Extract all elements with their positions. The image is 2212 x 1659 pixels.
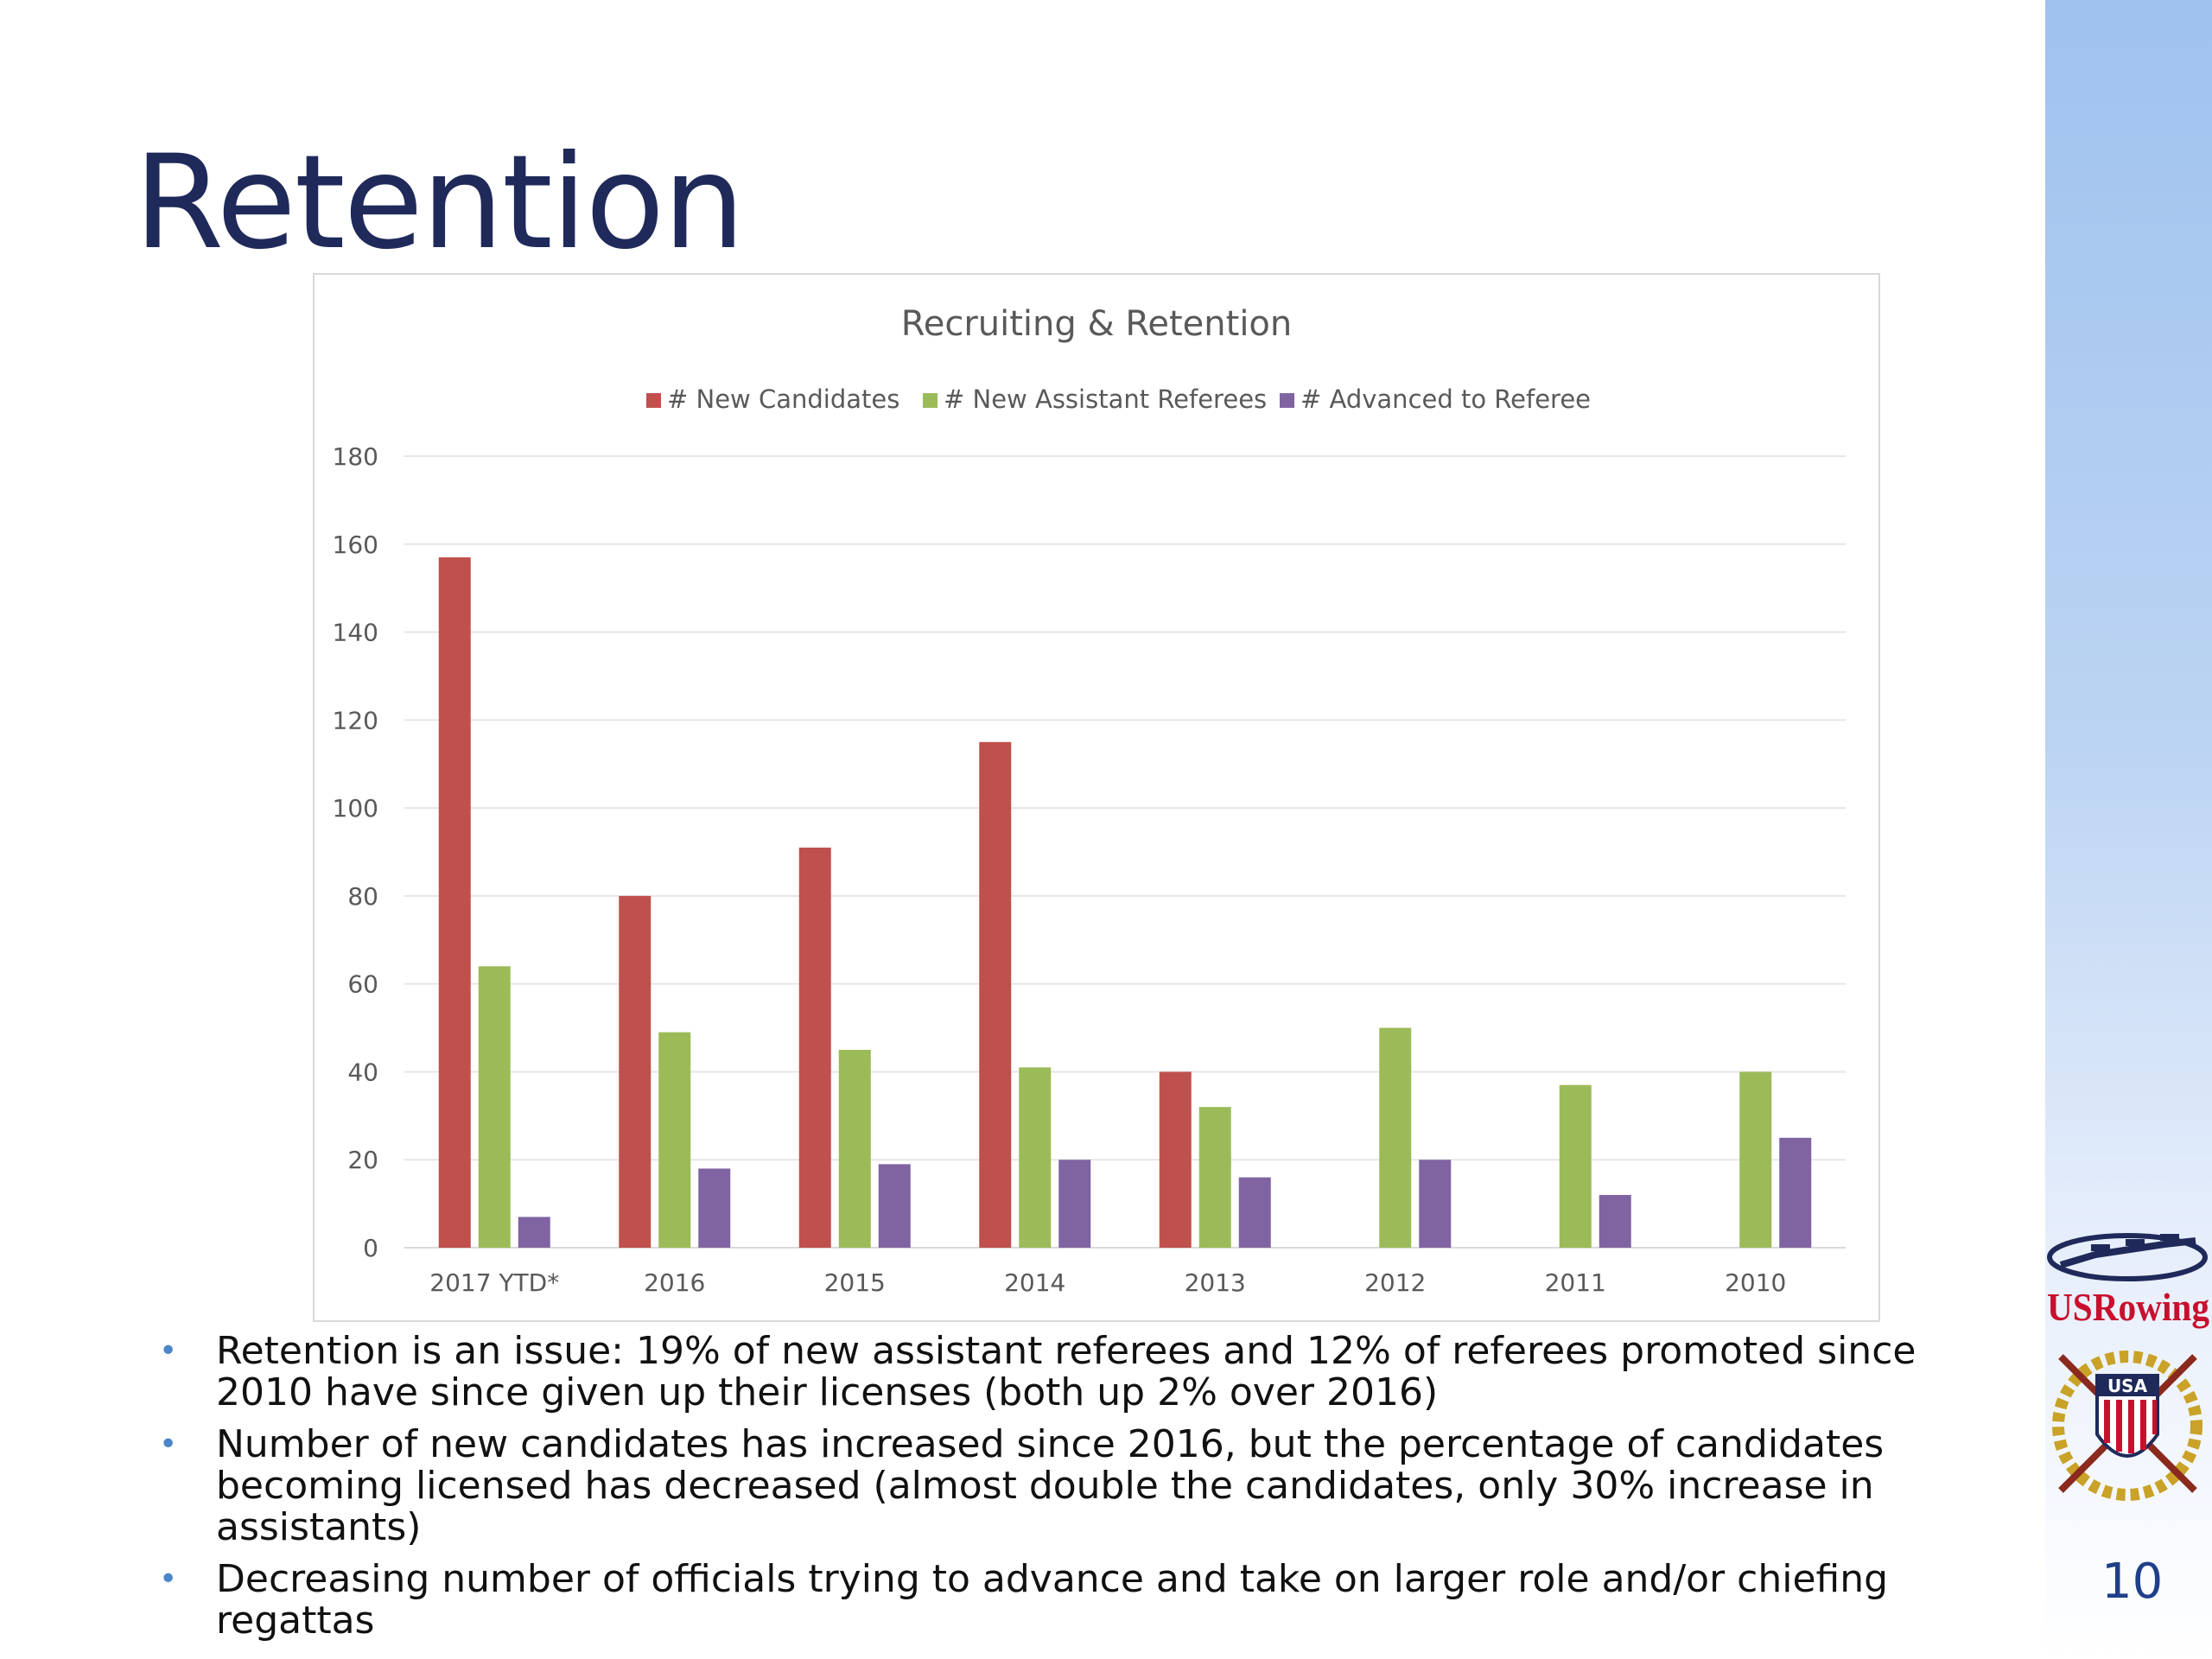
bullet-item: • Decreasing number of officials trying t… [159, 1557, 1889, 1643]
chart-container: Recruiting & Retention # New Candidates #… [313, 273, 1880, 1322]
bar [698, 1168, 731, 1248]
y-tick-label: 140 [333, 619, 378, 647]
usa-shield-icon [2052, 1351, 2202, 1501]
chart-title: Recruiting & Retention [901, 304, 1293, 344]
bar [1779, 1137, 1812, 1248]
bullet-dot-icon: • [159, 1561, 178, 1597]
page-number: 10 [2101, 1554, 2164, 1610]
legend-label: # New Candidates [667, 385, 899, 414]
chart-bars [438, 557, 1812, 1248]
y-tick-label: 100 [333, 794, 378, 823]
y-tick-label: 60 [347, 970, 378, 999]
bar [1599, 1194, 1631, 1248]
legend-swatch [646, 393, 661, 408]
legend-label: # New Assistant Referees [944, 385, 1267, 414]
y-tick-label: 40 [347, 1058, 378, 1086]
x-tick-label: 2017 YTD* [429, 1268, 559, 1297]
bar [838, 1050, 871, 1248]
bullet-item: • Retention is an issue: 19% of new assis… [159, 1329, 1916, 1414]
y-tick-label: 180 [333, 442, 378, 471]
usrowing-logo: USRowing USA [2047, 1233, 2209, 1501]
brand-name: USRowing [2047, 1285, 2209, 1329]
y-tick-label: 0 [363, 1234, 378, 1262]
bar [438, 557, 471, 1248]
slide-title: Retention [134, 128, 745, 278]
legend-swatch [923, 393, 938, 408]
bar [478, 966, 511, 1248]
x-tick-label: 2016 [644, 1268, 705, 1297]
y-tick-label: 20 [347, 1146, 378, 1174]
bar [1238, 1177, 1271, 1248]
bar [1058, 1160, 1091, 1248]
legend-label: # Advanced to Referee [1300, 385, 1591, 414]
y-axis-ticks: 0 20 40 60 80 100 120 140 160 180 [333, 442, 378, 1262]
bar [1419, 1160, 1452, 1248]
bullet-list: • Retention is an issue: 19% of new assis… [156, 1331, 2013, 1652]
y-tick-label: 80 [347, 882, 378, 911]
bar [798, 847, 831, 1248]
bar [979, 741, 1012, 1248]
bar [878, 1164, 911, 1248]
bullet-dot-icon: • [159, 1333, 178, 1369]
x-tick-label: 2014 [1004, 1268, 1065, 1297]
x-axis-ticks: 2017 YTD* 2016 2015 2014 2013 2012 2011 2010 [429, 1268, 1786, 1297]
x-tick-label: 2012 [1364, 1268, 1426, 1297]
bar [1739, 1071, 1772, 1248]
bar [1198, 1107, 1231, 1248]
bar [518, 1217, 550, 1248]
chart-legend: # New Candidates # New Assistant Referees… [646, 385, 1591, 414]
bar [1159, 1071, 1192, 1248]
x-tick-label: 2013 [1185, 1268, 1246, 1297]
boat-icon [2047, 1233, 2208, 1281]
bar [1019, 1067, 1052, 1248]
x-tick-label: 2015 [824, 1268, 886, 1297]
bar [658, 1032, 691, 1248]
x-tick-label: 2010 [1725, 1268, 1786, 1297]
y-tick-label: 160 [333, 531, 378, 559]
bar [619, 895, 652, 1248]
bullet-item: • Number of new candidates has increased … [159, 1422, 1885, 1549]
legend-swatch [1280, 393, 1294, 408]
x-tick-label: 2011 [1545, 1268, 1606, 1297]
bar [1559, 1084, 1592, 1248]
bar [1379, 1027, 1412, 1248]
y-tick-label: 120 [333, 706, 378, 734]
bullet-dot-icon: • [159, 1427, 178, 1462]
bar-chart: Recruiting & Retention # New Candidates #… [333, 304, 1846, 1297]
shield-label: USA [2107, 1376, 2148, 1396]
